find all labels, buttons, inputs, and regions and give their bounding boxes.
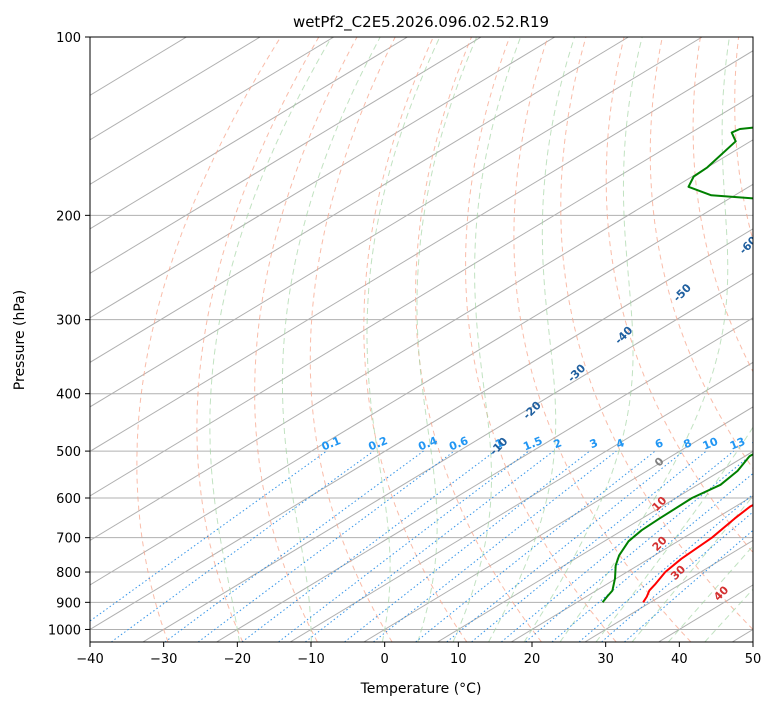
mixing-ratio-line: [164, 450, 424, 642]
dry-adiabat: [560, 37, 753, 631]
dry-adiabat: [649, 37, 753, 470]
moist-adiabat: [631, 495, 753, 642]
moist-adiabat: [366, 37, 441, 642]
isotherm-line: [90, 50, 753, 452]
chart-title: wetPf2_C2E5.2026.096.02.52.R19: [293, 13, 549, 32]
isohume-label: 3: [588, 436, 600, 451]
x-tick-label: 40: [671, 652, 688, 667]
dry-adiabat: [363, 37, 468, 642]
dry-adiabat: [513, 37, 692, 642]
y-tick-label: 700: [56, 532, 81, 547]
x-tick-label: 30: [597, 652, 614, 667]
isotherm-line: [216, 317, 753, 642]
x-tick-label: −40: [76, 652, 103, 667]
isohume-label: 10: [701, 435, 720, 453]
y-tick-label: 1000: [48, 623, 81, 638]
x-tick-label: 20: [524, 652, 541, 667]
mixing-ratio-line: [551, 472, 753, 642]
y-tick-label: 500: [56, 445, 81, 460]
isohume-label: 16: [750, 435, 769, 453]
isotherm-line: [90, 37, 408, 230]
isotherm-line: [437, 450, 753, 642]
profile-series: [601, 126, 753, 603]
moist-adiabat: [668, 545, 753, 642]
isotherm-line: [584, 539, 753, 642]
isohume-label: 8: [682, 436, 694, 451]
isotherm-line: [90, 37, 629, 363]
moist-adiabat: [523, 37, 643, 642]
isotherm-line: [90, 94, 753, 497]
background-lines: [90, 37, 753, 642]
x-axis-label: Temperature (°C): [360, 681, 482, 697]
y-tick-label: 900: [56, 596, 81, 611]
x-tick-label: −10: [297, 652, 324, 667]
moist-adiabat: [281, 37, 381, 642]
y-tick-label: 100: [56, 31, 81, 46]
x-tick-label: −30: [150, 652, 177, 667]
y-tick-label: 200: [56, 209, 81, 224]
x-axis-ticks: −40 −30 −20 −10 0 10 20 30 40 50: [76, 642, 761, 667]
mixing-ratio-line: [241, 450, 496, 642]
dry-adiabat: [309, 37, 396, 642]
mixing-ratio-line: [500, 450, 735, 642]
isotherm-line: [90, 37, 482, 274]
y-axis-label: Pressure (hPa): [12, 290, 28, 390]
isotherm-line: [289, 361, 753, 642]
y-tick-label: 400: [56, 388, 81, 403]
x-tick-label: 50: [745, 652, 762, 667]
isotherm-line: [90, 37, 703, 408]
dry-adiabat: [415, 37, 542, 642]
y-axis-ticks: 100 200 300 400 500 600 700 800 900 1000: [48, 31, 90, 638]
isotherm-line: [363, 406, 753, 642]
mixing-ratio-line: [471, 450, 707, 642]
mixing-ratio-line: [278, 450, 529, 642]
dry-adiabat: [692, 37, 753, 373]
mixing-ratio-line: [578, 493, 753, 642]
x-tick-label: 0: [381, 652, 389, 667]
mixing-ratio-line: [446, 450, 685, 642]
mixing-ratio-line: [415, 450, 656, 642]
y-tick-label: 600: [56, 492, 81, 507]
mixing-ratio-line: [90, 450, 327, 622]
mixing-ratio-line: [525, 452, 753, 642]
isotherm-line: [90, 183, 753, 586]
isotherm-line: [142, 272, 753, 642]
dry-adiabat: [196, 37, 320, 642]
isotherm-line: [90, 139, 753, 542]
dry-adiabat: [465, 37, 617, 642]
isohume-label: 2: [552, 436, 564, 451]
isohume-label: 1: [493, 436, 505, 451]
x-tick-label: 10: [450, 652, 467, 667]
isohume-label: 13: [728, 435, 747, 453]
dewpoint-profile-line: [601, 126, 753, 603]
dry-adiabat: [605, 37, 753, 554]
isotherm-line: [510, 495, 753, 642]
plot-frame: [89, 36, 754, 643]
moist-adiabat: [488, 37, 575, 642]
moist-adiabat: [452, 37, 522, 642]
moist-adiabat: [209, 37, 333, 642]
y-tick-label: 300: [56, 314, 81, 329]
isotherm-line: [90, 228, 753, 631]
mixing-ratio-line: [110, 450, 374, 642]
temperature-profile-line: [642, 503, 753, 603]
moist-adiabat: [416, 37, 478, 642]
isotherm-line: [90, 37, 261, 141]
isotherm-line: [90, 37, 335, 185]
x-tick-label: −20: [224, 652, 251, 667]
y-tick-label: 800: [56, 566, 81, 581]
isotherm-line: [90, 37, 556, 319]
